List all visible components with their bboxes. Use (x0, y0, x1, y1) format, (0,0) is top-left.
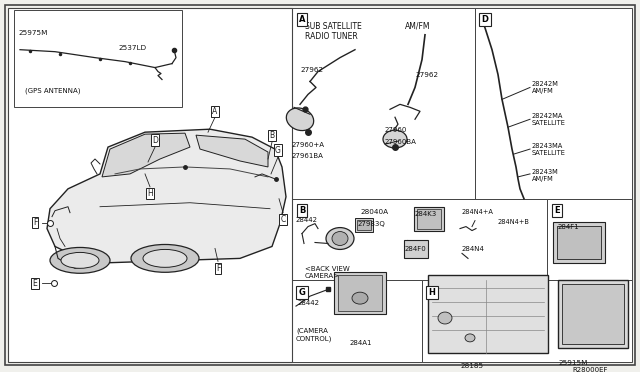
Text: E: E (33, 279, 37, 288)
Text: 27960BA: 27960BA (385, 139, 417, 145)
Bar (553, 222, 605, 263)
Text: 284N4: 284N4 (462, 247, 485, 253)
Bar (355, 218, 373, 231)
Text: G: G (299, 288, 305, 297)
Text: 28243M
AM/FM: 28243M AM/FM (532, 169, 559, 182)
Ellipse shape (61, 253, 99, 268)
Bar (292, 280, 422, 362)
Text: D: D (481, 15, 488, 25)
Ellipse shape (286, 108, 314, 131)
Polygon shape (102, 133, 190, 177)
Text: 27983Q: 27983Q (358, 221, 386, 227)
Polygon shape (47, 129, 286, 263)
Text: 27962: 27962 (415, 71, 438, 77)
Text: 27962: 27962 (300, 67, 323, 73)
Text: 27960+A: 27960+A (292, 142, 325, 148)
Text: 284A1: 284A1 (350, 340, 372, 346)
Ellipse shape (50, 247, 110, 273)
Text: (CAMERA
CONTROL): (CAMERA CONTROL) (296, 328, 332, 342)
Bar (558, 280, 628, 348)
Text: 25915M: 25915M (558, 360, 588, 366)
Text: D: D (152, 136, 158, 145)
Text: 28243MA
SATELLITE: 28243MA SATELLITE (532, 143, 566, 156)
Ellipse shape (326, 228, 354, 250)
Bar (414, 207, 444, 231)
Ellipse shape (465, 334, 475, 342)
Polygon shape (196, 135, 268, 167)
Ellipse shape (131, 244, 199, 272)
Bar (428, 275, 548, 353)
Bar (14, 10, 182, 108)
Text: 28242M
AM/FM: 28242M AM/FM (532, 81, 559, 94)
Text: F: F (216, 264, 220, 273)
Text: (GPS ANTENNA): (GPS ANTENNA) (25, 87, 81, 94)
Text: 284F0: 284F0 (405, 247, 427, 253)
Text: AM/FM: AM/FM (405, 22, 431, 31)
Text: 284K3: 284K3 (415, 211, 437, 217)
Text: R28000EF: R28000EF (572, 367, 607, 372)
Text: SUB SATELLITE
RADIO TUNER: SUB SATELLITE RADIO TUNER (305, 22, 362, 41)
Ellipse shape (438, 312, 452, 324)
Text: 27960: 27960 (385, 127, 408, 133)
Text: H: H (429, 288, 435, 297)
Ellipse shape (332, 231, 348, 246)
Bar (557, 225, 601, 259)
Text: E: E (554, 206, 560, 215)
Bar (422, 280, 632, 362)
Bar (562, 284, 624, 344)
Text: 284F1: 284F1 (558, 224, 580, 230)
Text: 28242MA
SATELLITE: 28242MA SATELLITE (532, 113, 566, 126)
Bar (357, 219, 371, 230)
Bar (404, 240, 428, 259)
Bar (292, 8, 475, 199)
Text: 2537LD: 2537LD (118, 45, 146, 51)
Text: F: F (33, 218, 37, 227)
Bar (338, 275, 382, 311)
Text: 28442: 28442 (296, 217, 318, 223)
Text: 284N4+A: 284N4+A (462, 209, 494, 215)
Text: 28442: 28442 (298, 300, 320, 306)
Bar (8, 8, 292, 362)
Text: B: B (299, 206, 305, 215)
Text: C: C (280, 215, 285, 224)
Ellipse shape (383, 130, 407, 148)
Bar (547, 199, 632, 280)
Text: <BACK VIEW
CAMERA>: <BACK VIEW CAMERA> (305, 266, 349, 279)
Bar (417, 209, 441, 228)
Text: G: G (275, 145, 281, 154)
Text: 28185: 28185 (460, 363, 483, 369)
Text: A: A (212, 107, 218, 116)
Text: 284N4+B: 284N4+B (498, 219, 530, 225)
Ellipse shape (352, 292, 368, 304)
Bar (292, 199, 547, 280)
Text: H: H (147, 189, 153, 198)
Bar (475, 8, 632, 199)
Text: B: B (269, 131, 275, 140)
Text: 27961BA: 27961BA (292, 153, 324, 159)
Text: 28040A: 28040A (360, 209, 388, 215)
Bar (334, 272, 386, 314)
Text: 25975M: 25975M (18, 30, 47, 36)
Text: A: A (299, 15, 305, 25)
Ellipse shape (143, 250, 187, 267)
